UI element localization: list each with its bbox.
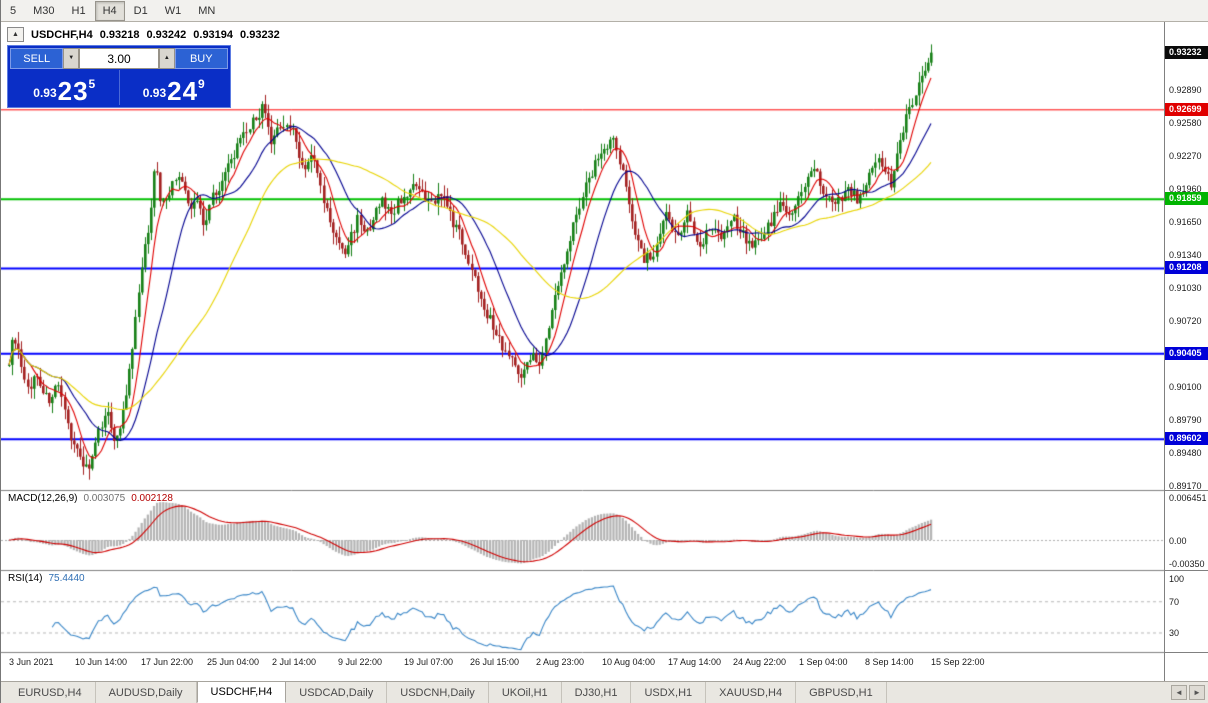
price-badge: 0.91859 [1165,192,1208,205]
macd-indicator-label: MACD(12,26,9) 0.003075 0.002128 [8,493,173,504]
timeframe-button-m30[interactable]: M30 [25,1,62,21]
macd-name: MACD(12,26,9) [8,493,78,504]
timeframe-button-h1[interactable]: H1 [64,1,94,21]
chart-symbol-period: USDCHF,H4 [31,28,93,41]
chart-tab-usdx-h1[interactable]: USDX,H1 [631,682,707,703]
rsi-name: RSI(14) [8,573,43,584]
macd-main-value: 0.003075 [83,493,126,504]
time-label: 2 Jul 14:00 [272,657,317,667]
price-tick: 0.91960 [1169,183,1202,194]
volume-decrease-icon[interactable]: ▼ [63,48,79,69]
volume-increase-icon[interactable]: ▲ [159,48,175,69]
bid-big-digits: 23 [57,76,89,106]
chart-tabs-bar: EURUSD,H4 AUDUSD,Daily USDCHF,H4 USDCAD,Dai… [1,681,1208,703]
time-label: 8 Sep 14:00 [865,657,914,667]
ohlc-high: 0.93242 [146,28,187,41]
buy-button[interactable]: BUY [174,48,228,69]
ohlc-close: 0.93232 [240,28,280,41]
chart-workspace: ▲ USDCHF,H4 0.93218 0.93242 0.93194 0.93… [1,22,1208,681]
time-label: 17 Aug 14:00 [668,657,722,667]
price-chart-canvas[interactable] [1,22,1164,681]
bid-prefix: 0.93 [33,86,57,100]
rsi-axis-tick: 100 [1169,573,1185,584]
chart-ohlc-info: ▲ USDCHF,H4 0.93218 0.93242 0.93194 0.93… [7,27,280,42]
rsi-axis-tick: 70 [1169,597,1180,608]
rsi-axis-tick: 30 [1169,628,1180,639]
panel-separator[interactable] [1165,570,1208,571]
rsi-value: 75.4440 [48,573,85,584]
tab-scroll-controls: ◄ ► [1171,682,1208,703]
chart-tab-audusd-daily[interactable]: AUDUSD,Daily [96,682,197,703]
price-badge: 0.91208 [1165,261,1208,274]
ohlc-open: 0.93218 [99,28,140,41]
time-label: 3 Jun 2021 [9,657,54,667]
chart-tab-usdchf-h4[interactable]: USDCHF,H4 [196,681,287,703]
price-tick: 0.92270 [1169,150,1202,161]
ask-big-digits: 24 [167,76,199,106]
timeframe-button-5[interactable]: 5 [2,1,24,21]
price-tick: 0.89790 [1169,414,1202,425]
time-label: 10 Jun 14:00 [75,657,128,667]
volume-input[interactable] [79,48,159,69]
price-axis[interactable]: 0.92890 0.92580 0.92270 0.91960 0.91650 0.913… [1164,22,1208,681]
ask-pipette: 9 [198,77,205,91]
tab-scroll-left-icon[interactable]: ◄ [1171,685,1187,700]
timeframe-toolbar: 5 M30 H1 H4 D1 W1 MN [1,0,1208,22]
one-click-trading-panel: SELL ▼ ▲ BUY 0.93 23 5 0.93 24 9 [7,45,231,108]
chart-tab-xauusd-h4[interactable]: XAUUSD,H4 [706,682,797,703]
price-badge: 0.90405 [1165,347,1208,360]
chart-tab-gbpusd-h1[interactable]: GBPUSD,H1 [796,682,887,703]
time-label: 1 Sep 04:00 [799,657,848,667]
price-tick: 0.91650 [1169,216,1202,227]
price-tick: 0.91340 [1169,249,1202,260]
time-label: 9 Jul 22:00 [338,657,383,667]
price-tick: 0.89170 [1169,480,1202,491]
price-tick: 0.90100 [1169,381,1202,392]
ohlc-low: 0.93194 [193,28,234,41]
price-badge: 0.92699 [1165,103,1208,116]
panel-separator[interactable] [1165,652,1208,653]
macd-axis-tick: -0.00350 [1169,559,1205,570]
price-tick: 0.89480 [1169,447,1202,458]
bid-quote[interactable]: 0.93 23 5 [10,70,119,105]
price-tick: 0.92580 [1169,117,1202,128]
timeframe-button-mn[interactable]: MN [190,1,223,21]
macd-axis-tick: 0.00 [1169,536,1187,546]
bid-pipette: 5 [88,77,96,91]
macd-signal-value: 0.002128 [131,493,173,504]
time-label: 25 Jun 04:00 [207,657,260,667]
price-tick: 0.91030 [1169,282,1202,293]
time-label: 15 Sep 22:00 [931,657,985,667]
one-click-collapse-button[interactable]: ▲ [7,27,24,42]
timeframe-button-w1[interactable]: W1 [157,1,190,21]
ask-prefix: 0.93 [142,86,167,100]
tab-scroll-right-icon[interactable]: ► [1189,685,1205,700]
chart-tab-eurusd-h4[interactable]: EURUSD,H4 [5,682,96,703]
chart-tab-dj30-h1[interactable]: DJ30,H1 [562,682,632,703]
time-label: 10 Aug 04:00 [602,657,656,667]
time-axis[interactable]: 3 Jun 2021 10 Jun 14:00 17 Jun 22:00 25 Jun… [1,654,1164,672]
price-badge: 0.89602 [1165,432,1208,445]
time-label: 17 Jun 22:00 [141,657,194,667]
price-badge: 0.93232 [1165,46,1208,59]
time-label: 26 Jul 15:00 [470,657,520,667]
price-tick: 0.90720 [1169,315,1202,326]
chart-tab-usdcad-daily[interactable]: USDCAD,Daily [286,682,388,703]
time-label: 19 Jul 07:00 [404,657,454,667]
price-tick: 0.92890 [1169,85,1202,95]
time-label: 24 Aug 22:00 [733,657,787,667]
sell-button[interactable]: SELL [10,48,64,69]
timeframe-button-d1[interactable]: D1 [126,1,156,21]
macd-axis-tick: 0.006451 [1169,492,1207,503]
panel-separator[interactable] [1165,490,1208,491]
time-label: 2 Aug 23:00 [536,657,585,667]
ask-quote[interactable]: 0.93 24 9 [118,70,228,106]
rsi-indicator-label: RSI(14) 75.4440 [8,573,85,584]
chart-tab-ukoil-h1[interactable]: UKOil,H1 [489,682,562,703]
chart-tab-usdcnh-daily[interactable]: USDCNH,Daily [387,682,489,703]
timeframe-button-h4[interactable]: H4 [94,0,125,21]
